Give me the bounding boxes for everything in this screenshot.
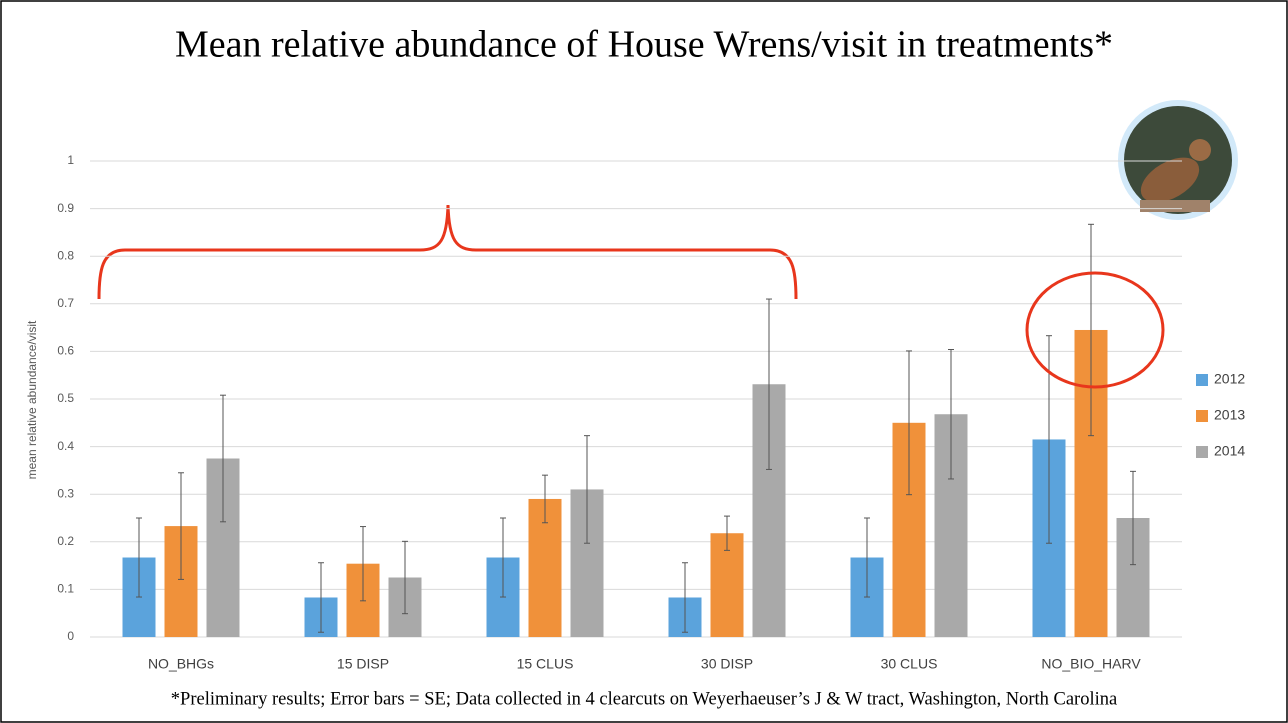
legend-swatch <box>1196 446 1208 458</box>
y-tick-label: 0.4 <box>57 439 74 453</box>
chart-title: Mean relative abundance of House Wrens/v… <box>175 24 1113 66</box>
x-tick-label: NO_BHGs <box>148 656 214 672</box>
error-bar <box>542 474 548 524</box>
y-tick-label: 0.7 <box>57 296 74 310</box>
y-tick-label: 1 <box>67 153 74 167</box>
y-tick-label: 0.5 <box>57 391 74 405</box>
x-tick-label: 15 CLUS <box>517 656 574 672</box>
error-bar <box>318 562 324 633</box>
legend-label: 2014 <box>1214 443 1245 459</box>
bird-photo <box>1118 100 1238 220</box>
error-bar <box>1088 223 1094 437</box>
error-bar <box>948 348 954 480</box>
error-bar <box>220 394 226 523</box>
y-axis-label: mean relative abundance/visit <box>25 320 39 479</box>
error-bar <box>682 562 688 633</box>
error-bar <box>724 515 730 551</box>
error-bar <box>178 472 184 580</box>
error-bar <box>1130 470 1136 566</box>
legend-swatch <box>1196 374 1208 386</box>
y-tick-label: 0.1 <box>57 582 74 596</box>
x-tick-label: 30 CLUS <box>881 656 938 672</box>
error-bar <box>864 517 870 598</box>
y-tick-label: 0.3 <box>57 486 74 500</box>
error-bar <box>584 435 590 544</box>
x-tick-label: NO_BIO_HARV <box>1041 656 1141 672</box>
brace-annotation <box>97 204 798 300</box>
error-bar <box>500 517 506 598</box>
y-tick-label: 0.9 <box>57 201 74 215</box>
error-bar <box>360 526 366 602</box>
x-tick-label: 15 DISP <box>337 656 389 672</box>
error-bar <box>136 517 142 598</box>
y-tick-label: 0.6 <box>57 344 74 358</box>
circle-annotation <box>1025 271 1165 389</box>
error-bar <box>906 350 912 496</box>
error-bar <box>402 540 408 615</box>
y-tick-label: 0 <box>67 629 74 643</box>
footnote: *Preliminary results; Error bars = SE; D… <box>171 689 1117 709</box>
error-bar <box>766 298 772 470</box>
x-tick-label: 30 DISP <box>701 656 753 672</box>
y-tick-label: 0.2 <box>57 534 74 548</box>
y-tick-label: 0.8 <box>57 248 74 262</box>
legend-label: 2012 <box>1214 371 1245 387</box>
legend-swatch <box>1196 410 1208 422</box>
legend-label: 2013 <box>1214 407 1245 423</box>
